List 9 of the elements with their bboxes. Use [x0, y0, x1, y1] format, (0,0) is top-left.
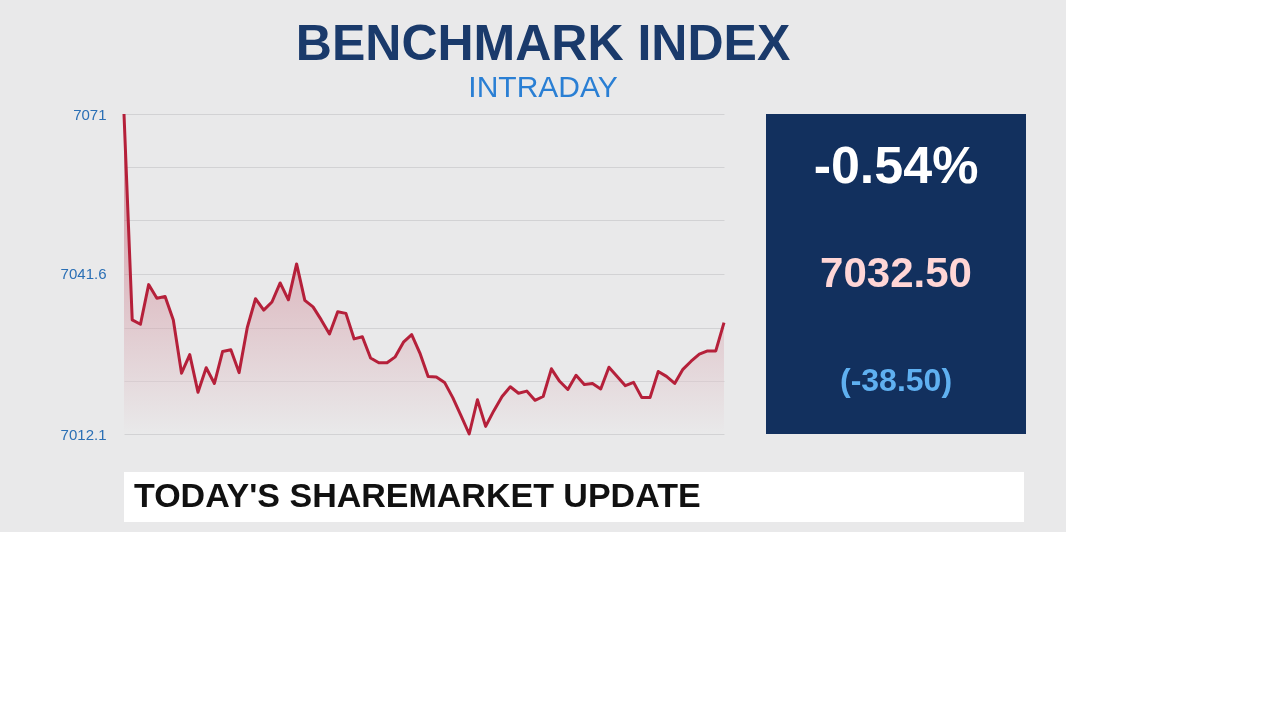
text: -0.54%	[813, 136, 979, 195]
text: 7032.50	[820, 249, 972, 296]
y-tick-label: 7012.1	[60, 425, 107, 443]
chart-title: BENCHMARK INDEX	[295, 15, 791, 71]
y-tick-label: 7041.6	[60, 265, 107, 283]
text: (-38.50)	[839, 361, 953, 398]
text: TODAY'S SHAREMARKET UPDATE	[134, 476, 701, 514]
y-tick-label: 7071	[73, 105, 107, 123]
chart-subtitle: INTRADAY	[468, 70, 618, 103]
